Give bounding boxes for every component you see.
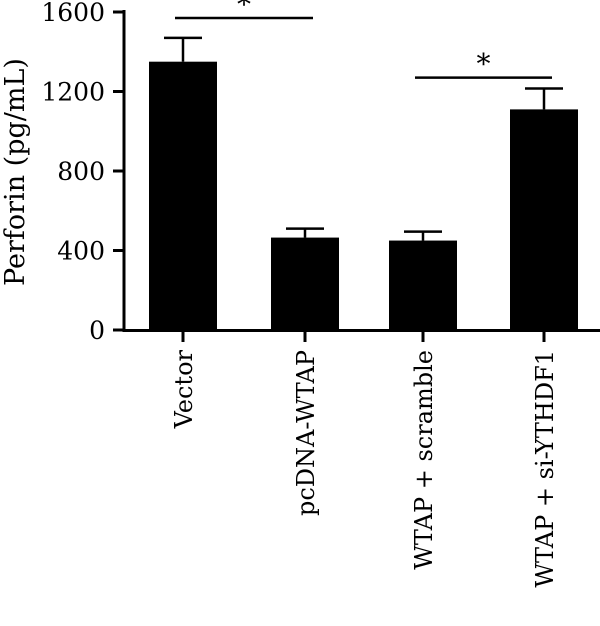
y-tick-label: 400 xyxy=(57,237,105,266)
bar xyxy=(149,61,217,330)
bar xyxy=(389,240,457,330)
y-tick-label: 1600 xyxy=(41,0,105,27)
x-tick-labels: Vector pcDNA-WTAP WTAP + scramble WTAP + si… xyxy=(170,330,559,588)
bar xyxy=(271,237,339,330)
y-tick-label: 800 xyxy=(57,157,105,186)
significance-markers: ** xyxy=(175,0,552,81)
bars xyxy=(149,61,578,330)
x-tick-label: WTAP + si-YTHDF1 xyxy=(531,350,559,588)
x-tick-label: WTAP + scramble xyxy=(410,350,438,570)
x-tick-label: Vector xyxy=(170,349,198,429)
bar xyxy=(510,109,578,330)
y-tick-label: 1200 xyxy=(41,78,105,107)
significance-asterisk: * xyxy=(477,48,491,81)
y-tick-label: 0 xyxy=(89,316,105,345)
x-tick-label: pcDNA-WTAP xyxy=(292,350,320,516)
y-ticks: 0 400 800 1200 1600 xyxy=(41,0,124,345)
y-axis-label: Perforin (pg/mL) xyxy=(0,58,31,286)
significance-asterisk: * xyxy=(237,0,251,21)
error-bars xyxy=(164,36,563,241)
